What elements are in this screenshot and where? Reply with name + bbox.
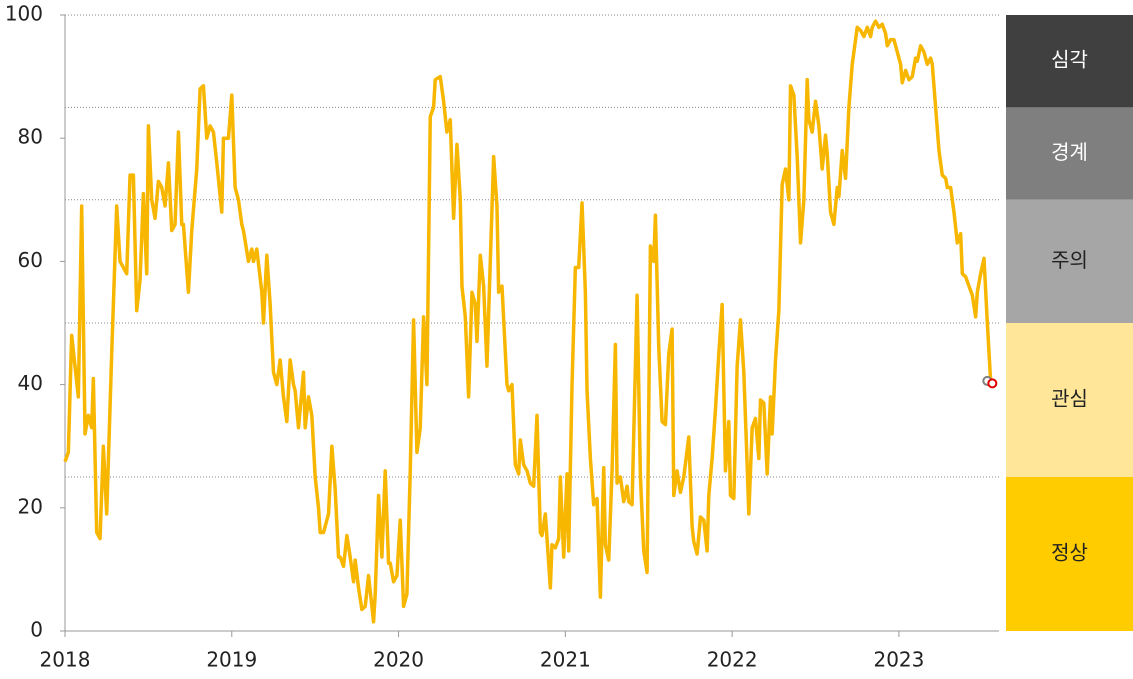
zone-band xyxy=(1006,323,1133,477)
x-tick-label: 2023 xyxy=(873,648,924,672)
y-tick-label: 100 xyxy=(5,2,43,26)
x-tick-label: 2020 xyxy=(373,648,424,672)
zone-label: 경계 xyxy=(1051,140,1088,164)
x-tick-label: 2021 xyxy=(540,648,591,672)
zone-band xyxy=(1006,199,1133,323)
y-tick-label: 0 xyxy=(30,618,43,642)
y-tick-label: 60 xyxy=(18,248,43,272)
x-tick-label: 2018 xyxy=(40,648,91,672)
zone-label: 주의 xyxy=(1051,248,1088,272)
y-tick-label: 20 xyxy=(18,494,43,518)
zone-label: 관심 xyxy=(1051,387,1088,411)
x-tick-label: 2019 xyxy=(206,648,257,672)
zone-band xyxy=(1006,477,1133,631)
x-tick-label: 2022 xyxy=(707,648,758,672)
y-tick-label: 80 xyxy=(18,125,43,149)
end-marker xyxy=(987,378,998,389)
data-line xyxy=(63,19,993,624)
y-tick-label: 40 xyxy=(18,371,43,395)
zone-label: 심각 xyxy=(1051,48,1088,72)
zone-band xyxy=(1006,107,1133,200)
zone-label: 정상 xyxy=(1051,541,1088,565)
zone-band xyxy=(1006,15,1133,108)
